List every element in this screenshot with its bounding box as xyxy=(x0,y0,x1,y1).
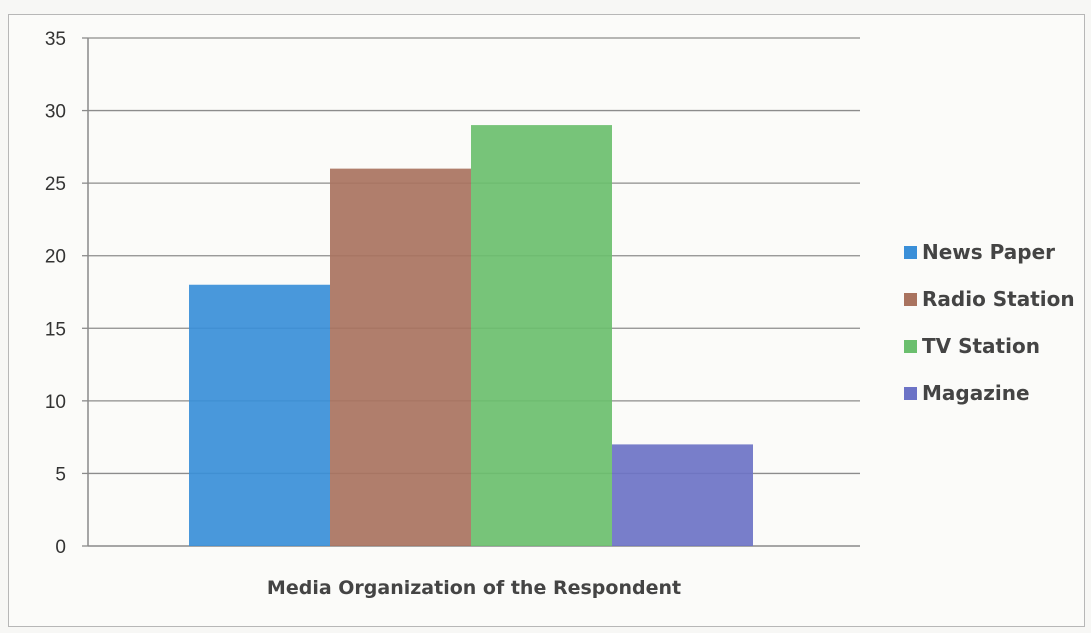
x-axis-label: Media Organization of the Respondent xyxy=(267,577,681,599)
y-axis-ticks: 0 5 10 15 20 25 30 35 xyxy=(45,29,88,558)
bar-news-paper xyxy=(189,284,330,546)
legend-swatch xyxy=(904,246,917,259)
y-tick-label: 15 xyxy=(45,319,66,340)
legend-swatch xyxy=(904,293,917,306)
y-tick-label: 25 xyxy=(45,174,66,195)
legend-swatch xyxy=(904,387,917,400)
legend-swatch xyxy=(904,340,917,353)
bar-magazine xyxy=(612,444,753,546)
y-tick-label: 5 xyxy=(55,464,66,485)
y-tick-label: 0 xyxy=(55,537,66,558)
y-tick-label: 20 xyxy=(45,247,66,268)
bar-tv-station xyxy=(471,125,612,546)
legend-label: TV Station xyxy=(922,334,1040,358)
y-tick-label: 10 xyxy=(45,392,66,413)
legend-label: Magazine xyxy=(922,381,1030,405)
legend-label: Radio Station xyxy=(922,287,1075,311)
bar-radio-station xyxy=(330,168,471,546)
legend: News Paper Radio Station TV Station Magazin… xyxy=(904,240,1075,405)
y-tick-label: 30 xyxy=(45,102,66,123)
bars xyxy=(189,125,753,546)
y-tick-label: 35 xyxy=(45,29,66,50)
legend-label: News Paper xyxy=(922,240,1055,264)
